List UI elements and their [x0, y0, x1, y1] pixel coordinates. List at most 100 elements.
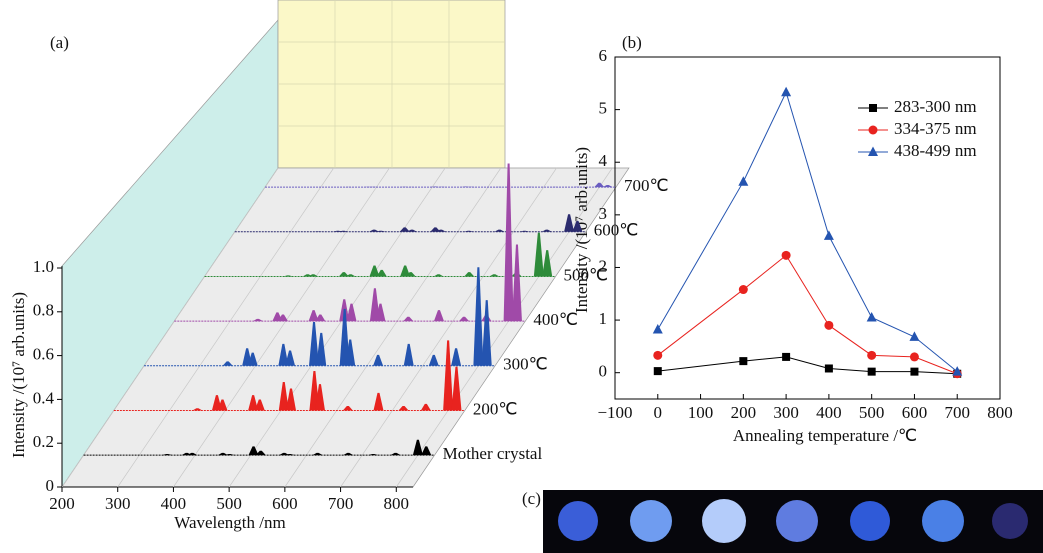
series-label: 600℃ [594, 221, 639, 240]
spectrum-peak [339, 308, 350, 366]
x-tick-label: 800 [384, 494, 410, 513]
spectrum-peak [412, 439, 423, 456]
spectrum-peak [343, 452, 354, 456]
x-axis-label: Annealing temperature /℃ [733, 426, 917, 445]
spectrum-peak [429, 186, 440, 188]
spectrum-peak [373, 392, 384, 411]
x-tick-label: 800 [987, 403, 1013, 422]
marker [652, 324, 663, 334]
y-tick-label: 0.8 [33, 301, 54, 320]
spectrum-peak [316, 332, 327, 366]
spectrum-peak [373, 354, 384, 366]
x-axis-label: Wavelength /nm [174, 513, 285, 532]
spectrum-peak [400, 265, 411, 277]
y-tick-label: 1.0 [33, 257, 54, 276]
marker [867, 350, 877, 360]
spectrum-peak [430, 227, 441, 232]
floor-grid-line [284, 167, 502, 488]
marker [910, 367, 919, 376]
x-tick-label: 700 [328, 494, 354, 513]
marker [738, 285, 748, 295]
spectrum-peak [489, 274, 500, 277]
spectrum-peak [338, 272, 349, 277]
marker [824, 320, 834, 330]
x-tick-label: 200 [731, 403, 757, 422]
floor-grid-line [173, 167, 390, 488]
spectrum-peak [279, 452, 290, 456]
floor-grid-line [228, 167, 446, 488]
spectrum-peak [542, 250, 553, 277]
marker [781, 250, 791, 260]
x-tick-label: 100 [688, 403, 714, 422]
spectrum-peak [433, 274, 444, 277]
spectrum-peak [345, 274, 356, 277]
series-label: Mother crystal [443, 444, 543, 463]
legend-label: 283-300 nm [894, 97, 977, 116]
spectrum-peak [369, 265, 380, 277]
spectrum-peak [187, 452, 198, 456]
floor-grid-line [340, 167, 557, 488]
spectrum-peak [428, 354, 439, 366]
marker [738, 176, 749, 186]
marker [823, 230, 834, 240]
sample-discs [558, 499, 1028, 543]
x-tick-label: 600 [272, 494, 298, 513]
spectrum-peak [390, 452, 401, 456]
spectrum-peak [594, 182, 605, 188]
marker [867, 367, 876, 376]
spectrum-peak [308, 274, 319, 277]
spectrum-peak [222, 361, 233, 366]
spectrum-peak [162, 454, 173, 456]
spectrum-peak [309, 321, 320, 366]
y-tick-label: 0 [46, 476, 55, 495]
series-label: 400℃ [533, 310, 578, 329]
spectrum-peak [314, 384, 325, 411]
floor-grid-line [117, 167, 335, 488]
series-label: 500℃ [564, 265, 609, 284]
spectrum-peak [451, 366, 462, 411]
spectrum-peak [375, 303, 386, 322]
marker [952, 366, 963, 376]
marker [866, 311, 877, 322]
spectrum-peak [435, 229, 446, 232]
spectrum-peak [315, 314, 326, 322]
spectrum-peak [278, 381, 289, 411]
spectrum-peak [278, 343, 289, 366]
panel-label: (b) [622, 33, 642, 52]
x-tick-label: 700 [944, 403, 970, 422]
marker [782, 352, 791, 361]
legend-marker [868, 146, 878, 156]
spectrum-peak [572, 220, 583, 232]
series-label: 300℃ [503, 355, 548, 374]
x-tick-label: 300 [105, 494, 131, 513]
spectrum-peak [312, 452, 323, 456]
spectrum-peak [255, 450, 266, 456]
spectrum-peak [284, 454, 295, 456]
spectrum-peak [403, 316, 414, 322]
panel-label: (c) [522, 489, 541, 508]
x-tick-label: 500 [216, 494, 242, 513]
spectrum-peak [224, 454, 235, 456]
spectrum-peak [376, 269, 387, 277]
spectrum-peak [463, 230, 474, 232]
spectrum-peak [519, 230, 530, 232]
y-tick-label: 0.6 [33, 345, 54, 364]
spectrum-peak [308, 310, 319, 322]
spectrum-peak [405, 272, 416, 277]
spectrum-peak [254, 399, 265, 411]
spectrum-peak [406, 229, 417, 232]
x-tick-label: 600 [902, 403, 928, 422]
spectrum-peak [368, 454, 379, 456]
spectrum-peak [511, 244, 522, 322]
legend-marker [869, 104, 877, 112]
y-tick-label: 4 [599, 151, 608, 170]
spectrum-peak [602, 184, 613, 188]
marker [653, 350, 663, 360]
spectrum-peak [192, 408, 203, 411]
y-tick-label: 6 [599, 46, 608, 65]
spectrum-peak [494, 229, 505, 232]
spectrum-peak [541, 229, 552, 232]
y-tick-label: 3 [599, 204, 608, 223]
marker [781, 86, 792, 97]
